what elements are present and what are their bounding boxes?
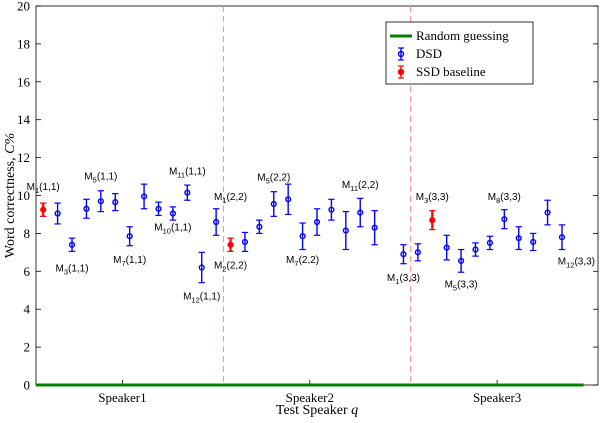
y-tick-label: 14	[17, 112, 31, 127]
legend-label-ssd: SSD baseline	[416, 64, 486, 79]
model-annotation: M12(1,1)	[183, 292, 220, 305]
dsd-point	[443, 244, 450, 251]
dsd-point	[299, 233, 306, 240]
plot-area	[35, 5, 599, 387]
dsd-point	[501, 216, 508, 223]
y-tick-label: 10	[17, 188, 30, 203]
legend-box	[385, 21, 534, 85]
dsd-point	[213, 218, 220, 226]
dsd-point	[83, 205, 90, 212]
dsd-point	[68, 241, 76, 248]
model-annotation: M5(2,2)	[257, 172, 290, 185]
model-annotation: M5(1,1)	[84, 171, 117, 184]
legend-swatch-ssd-point	[397, 68, 405, 76]
x-tick-label: Speaker3	[473, 390, 521, 405]
dsd-point	[544, 209, 551, 216]
y-axis-title: Word correctness, C%	[3, 133, 18, 258]
model-annotation: M7(2,2)	[286, 255, 319, 268]
dsd-point	[270, 200, 277, 208]
model-annotation: M5(3,3)	[445, 279, 478, 292]
dsd-point	[126, 233, 133, 240]
axis-labels: 0 2 4 6 8 10 12 14 16 18 20 Speaker1 Speaker2 Speaker…	[3, 0, 595, 418]
legend-label-dsd: DSD	[416, 46, 442, 61]
x-tick-label: Speaker2	[286, 390, 334, 405]
y-tick-label: 12	[17, 150, 30, 165]
dsd-point	[256, 223, 263, 230]
y-tick-label: 4	[24, 302, 31, 317]
y-tick-label: 16	[17, 74, 31, 89]
dsd-point	[400, 251, 407, 258]
x-tick-label: Speaker1	[98, 390, 146, 405]
model-annotation: M2(2,2)	[214, 260, 247, 273]
model-annotation: M7(1,1)	[113, 255, 146, 268]
dsd-point	[515, 235, 522, 242]
model-annotation: M3(3,3)	[416, 192, 449, 205]
dsd-point	[371, 224, 378, 231]
ssd-baseline-point	[227, 241, 234, 248]
dsd-point	[112, 199, 119, 206]
model-annotation: M11(2,2)	[342, 180, 379, 193]
model-annotation: M1(2,2)	[214, 192, 247, 205]
dsd-point	[486, 239, 494, 246]
dsd-point	[285, 196, 292, 203]
y-tick-label: 6	[24, 264, 31, 279]
dsd-point	[241, 238, 249, 246]
dsd-point	[342, 227, 349, 234]
model-annotation: M12(3,3)	[558, 257, 595, 270]
model-annotation: M3(1,1)	[55, 263, 88, 276]
y-tick-label: 18	[17, 36, 30, 51]
dsd-point	[472, 246, 479, 253]
dsd-point	[558, 234, 566, 241]
y-tick-label: 8	[24, 226, 31, 241]
dsd-point	[357, 209, 364, 216]
dsd-point	[155, 205, 162, 212]
legend-swatch-dsd-point	[397, 50, 405, 58]
y-tick-label: 2	[24, 340, 31, 355]
dsd-point	[169, 210, 176, 217]
model-annotation: M8(3,3)	[488, 192, 521, 205]
dsd-point	[184, 189, 191, 196]
model-annotation: M11(1,1)	[169, 167, 206, 180]
model-annotation: M1(3,3)	[387, 273, 420, 286]
ssd-baseline-point	[429, 217, 436, 224]
dsd-point	[198, 264, 205, 271]
dsd-point	[458, 257, 465, 264]
dsd-point	[97, 198, 104, 205]
legend: Random guessing DSD SSD baseline	[385, 21, 534, 85]
legend-label-random-guessing: Random guessing	[416, 28, 509, 43]
model-annotation: M10(1,1)	[154, 223, 191, 236]
ssd-baseline-point	[40, 206, 47, 213]
model-annotation: M1(1,1)	[27, 182, 60, 195]
dsd-point	[54, 210, 61, 217]
y-tick-label: 0	[24, 378, 31, 393]
dsd-point	[414, 249, 421, 256]
dsd-point	[530, 238, 537, 246]
dsd-point	[328, 206, 335, 213]
y-tick-label: 20	[17, 0, 30, 14]
x-axis-title: Test Speaker q	[276, 403, 358, 418]
dsd-point	[313, 218, 321, 226]
dsd-point	[140, 193, 148, 200]
